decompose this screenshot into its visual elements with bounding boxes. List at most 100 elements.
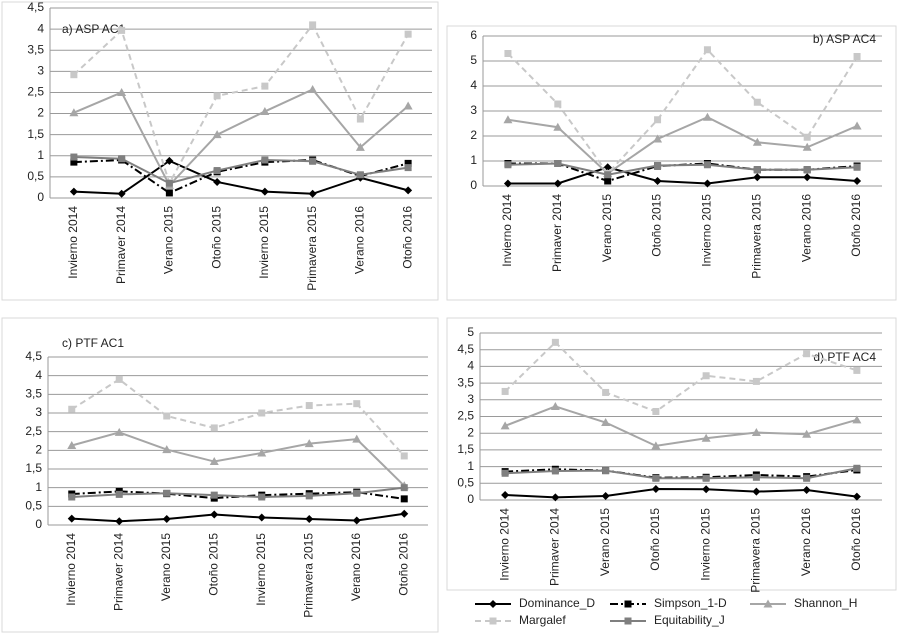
y-tick-label: 4,5 [457,342,474,356]
point-marker [503,115,513,124]
y-tick-label: 5 [470,53,477,67]
point-marker [554,100,562,108]
series-line [73,158,409,195]
chart-title: b) ASP AC4 [813,32,876,46]
point-marker [114,427,124,436]
series-line [71,378,405,457]
y-tick-label: 0,5 [25,499,42,513]
point-marker [261,82,269,90]
point-marker [501,490,510,499]
point-marker [404,186,413,195]
y-tick-label: 0 [470,178,477,192]
point-marker [753,173,762,182]
point-marker [400,484,408,492]
y-tick-label: 4 [37,21,44,35]
series-line [507,166,858,185]
x-tick-label: Primavera 2015 [305,206,319,291]
point-marker [753,98,761,106]
point-marker [853,464,861,472]
point-marker [308,189,317,198]
panel-frame [446,317,897,591]
point-marker [165,156,174,165]
point-marker [651,441,661,450]
chart-title: c) PTF AC1 [62,336,124,350]
x-tick-label: Primavera 2015 [749,508,763,593]
y-tick-label: 1,5 [457,442,474,456]
panel-frame [1,317,439,633]
x-tick-label: Primavera 2015 [301,533,315,618]
point-marker [551,338,559,346]
point-marker [69,108,79,117]
point-marker [601,491,610,500]
point-marker [803,350,811,358]
point-marker [601,418,611,427]
y-tick-label: 6 [470,28,477,42]
point-marker [752,473,760,481]
point-marker [305,402,313,410]
y-tick-label: 4 [467,359,474,373]
point-marker [115,375,123,383]
legend-item: Margalef [475,613,566,627]
point-marker [751,428,761,437]
point-marker [503,179,512,188]
point-marker [501,469,509,477]
y-tick-label: 1,5 [27,127,44,141]
series-line [507,48,858,176]
point-marker [653,177,662,185]
point-marker [404,159,412,167]
y-tick-label: 0 [467,492,474,506]
point-marker [115,517,124,526]
point-marker [802,485,811,494]
x-tick-label: Verano 2016 [799,508,813,576]
point-marker [353,400,361,408]
point-marker [115,490,123,498]
point-marker [309,157,317,165]
point-marker [803,133,811,141]
x-tick-label: Invierno 2014 [500,194,514,267]
point-marker [117,189,126,198]
point-marker [803,166,811,174]
point-marker [67,514,76,523]
point-marker [118,26,126,34]
point-marker [353,489,361,497]
y-tick-label: 1 [467,459,474,473]
legend-label: Equitability_J [654,613,725,627]
legend-item: Simpson_1-D [610,596,727,610]
y-tick-label: 4,5 [27,0,44,14]
point-marker [852,415,862,424]
x-tick-label: Verano 2016 [799,194,813,262]
point-marker [702,112,712,121]
x-tick-label: Otoño 2015 [648,508,662,571]
point-marker [162,515,171,524]
point-marker [853,53,861,60]
point-marker [70,153,78,161]
y-tick-label: 4 [35,368,42,382]
point-marker [602,388,610,396]
x-tick-label: Primaver 2014 [548,508,562,586]
x-tick-label: Verano 2016 [349,533,363,601]
y-tick-label: 2 [470,128,477,142]
series-line [73,88,409,188]
point-marker [802,429,812,438]
y-tick-label: 1 [470,153,477,167]
point-marker [604,177,612,185]
x-tick-label: Primaver 2014 [114,206,128,284]
point-marker [117,87,127,96]
point-marker [803,474,811,482]
point-marker [258,493,266,501]
point-marker [653,134,663,143]
x-tick-label: Invierno 2014 [66,206,80,279]
point-marker [853,177,862,185]
point-marker [400,452,408,460]
point-marker [257,448,267,457]
point-marker [752,377,760,385]
legend-item: Dominance_D [475,596,595,610]
chart-title: d) PTF AC4 [813,350,876,364]
x-tick-label: Primaver 2014 [550,194,564,272]
point-marker [853,163,861,171]
x-tick-label: Otoño 2016 [400,206,414,269]
legend-marker [489,600,497,608]
x-tick-label: Verano 2015 [598,508,612,576]
point-marker [400,509,409,518]
y-tick-label: 3 [35,405,42,419]
